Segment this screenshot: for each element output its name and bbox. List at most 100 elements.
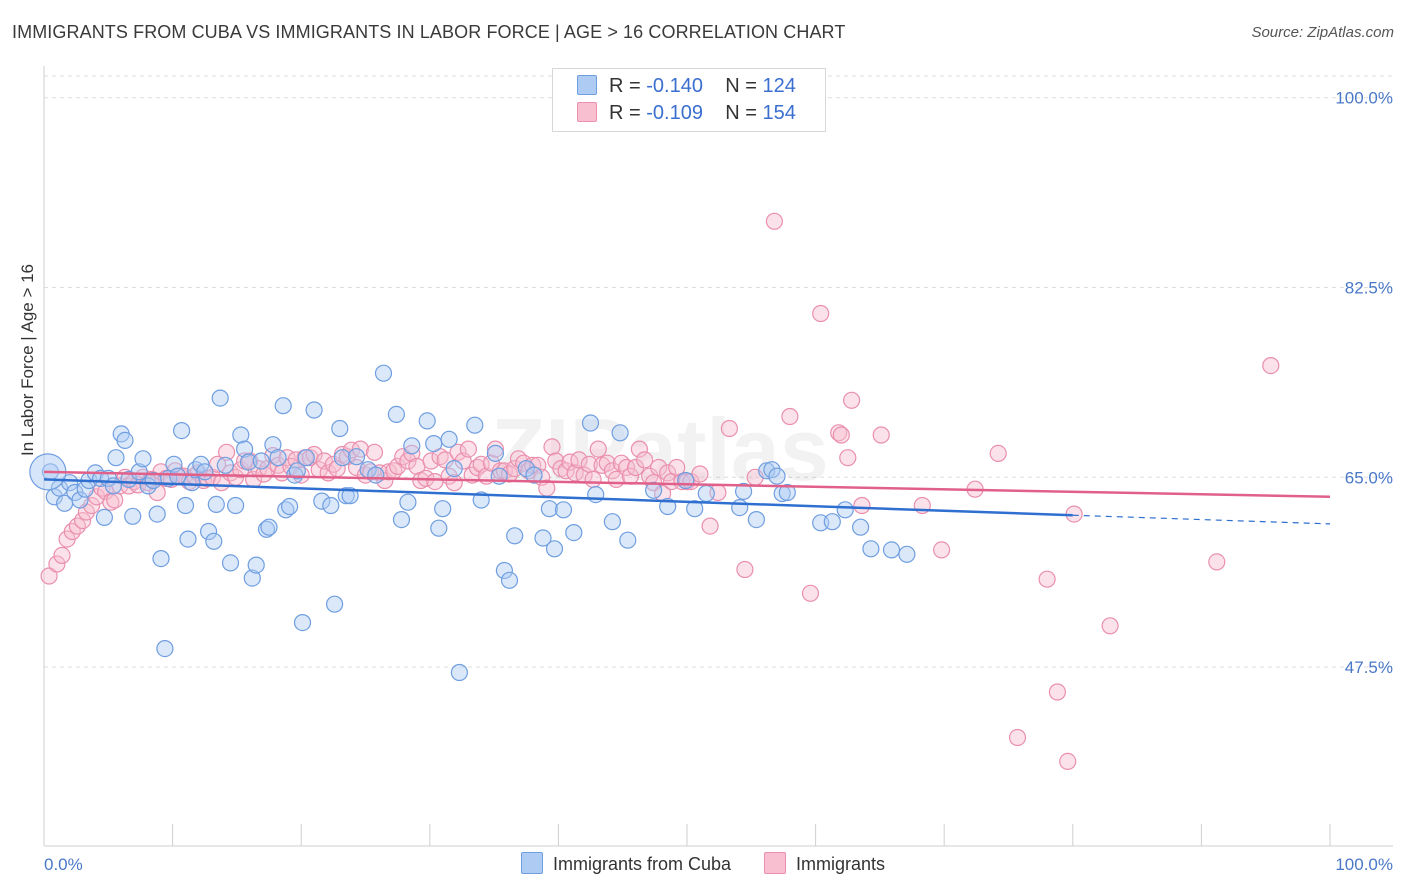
data-point — [525, 466, 543, 484]
data-point — [293, 613, 312, 632]
data-point — [932, 541, 951, 559]
data-point — [459, 440, 477, 458]
data-point — [491, 462, 510, 480]
data-point — [341, 487, 359, 505]
data-point — [540, 500, 559, 518]
series-swatch-pink — [764, 852, 787, 874]
data-point — [196, 463, 214, 481]
data-point — [365, 443, 384, 461]
y-tick-label: 47.5% — [1345, 658, 1393, 677]
data-point — [677, 471, 695, 490]
legend-swatch-pink — [577, 102, 597, 122]
data-point — [116, 431, 134, 449]
legend-n-value: 124 — [762, 75, 796, 97]
series-cuba-points — [29, 364, 916, 682]
chart-title: IMMIGRANTS FROM CUBA VS IMMIGRANTS IN LA… — [12, 22, 846, 42]
data-point — [269, 449, 287, 467]
data-point — [434, 500, 452, 518]
data-point — [989, 444, 1007, 462]
data-point — [768, 467, 786, 485]
data-point — [243, 569, 261, 587]
data-point — [440, 430, 458, 448]
data-point — [232, 426, 250, 444]
data-point — [812, 304, 830, 323]
data-point — [207, 495, 225, 513]
legend-n-label: N = — [725, 102, 763, 124]
data-point — [1008, 728, 1027, 747]
data-point — [801, 584, 820, 602]
data-point — [1059, 752, 1077, 771]
data-point — [274, 397, 292, 415]
series-legend: Immigrants from Cuba Immigrants — [0, 852, 1406, 875]
data-point — [104, 477, 123, 495]
data-point — [650, 458, 668, 477]
data-point — [156, 639, 174, 658]
data-point — [644, 481, 663, 499]
data-point — [322, 496, 340, 515]
legend-r-value: -0.140 — [646, 75, 703, 97]
data-point — [543, 438, 561, 456]
correlation-legend: R = -0.140 N = 124 R = -0.109 N = 154 — [552, 68, 826, 132]
data-point — [130, 463, 148, 481]
data-point — [617, 458, 636, 477]
data-point — [836, 501, 854, 519]
legend-n-label: N = — [725, 75, 763, 97]
data-point — [1101, 617, 1119, 635]
data-point — [506, 527, 524, 545]
data-point — [445, 460, 463, 478]
data-point — [630, 440, 649, 458]
data-point — [466, 416, 484, 434]
data-point — [1208, 553, 1226, 571]
data-point — [584, 470, 602, 488]
y-axis-label: In Labor Force | Age > 16 — [18, 263, 37, 456]
data-point — [387, 405, 405, 423]
data-point — [205, 532, 223, 550]
data-point — [380, 463, 398, 481]
data-point — [720, 419, 739, 438]
data-point — [1262, 357, 1280, 375]
legend-r-label: R = — [609, 75, 647, 97]
data-point — [347, 448, 366, 466]
data-point — [823, 513, 841, 531]
data-point — [589, 440, 607, 458]
data-point — [71, 491, 89, 509]
data-point — [734, 482, 753, 500]
data-point — [333, 449, 351, 467]
legend-row-cuba: R = -0.140 N = 124 — [577, 75, 796, 98]
data-point — [898, 545, 916, 563]
series-legend-item-cuba: Immigrants from Cuba — [520, 852, 732, 875]
x-tick-label-max: 100.0% — [1335, 855, 1393, 874]
data-point — [53, 546, 71, 565]
data-point — [426, 473, 444, 491]
series-name: Immigrants — [796, 854, 886, 874]
data-point — [851, 518, 870, 536]
y-tick-label: 100.0% — [1335, 89, 1393, 108]
data-point — [297, 449, 315, 467]
data-point — [48, 555, 66, 573]
data-point — [781, 407, 799, 426]
data-point — [218, 443, 236, 461]
data-point — [216, 456, 234, 474]
data-point — [778, 483, 796, 502]
data-point — [422, 452, 440, 470]
data-point — [691, 465, 709, 483]
data-point — [872, 426, 890, 444]
data-point — [449, 443, 467, 461]
data-point — [736, 560, 754, 579]
legend-swatch-blue — [577, 75, 597, 95]
data-point — [169, 467, 187, 485]
y-tick-label: 65.0% — [1345, 468, 1393, 487]
data-point — [367, 466, 385, 484]
data-point — [326, 595, 344, 613]
data-point — [124, 507, 142, 525]
y-tick-labels: 47.5% 65.0% 82.5% 100.0% — [1335, 89, 1393, 677]
data-point — [701, 517, 719, 535]
data-point — [389, 457, 407, 475]
data-point — [603, 513, 622, 531]
legend-r-value: -0.109 — [646, 102, 703, 124]
data-point — [95, 508, 114, 527]
data-point — [73, 511, 92, 530]
x-tick-label-min: 0.0% — [44, 855, 83, 874]
data-point — [152, 549, 170, 568]
series-name: Immigrants from Cuba — [552, 854, 732, 874]
